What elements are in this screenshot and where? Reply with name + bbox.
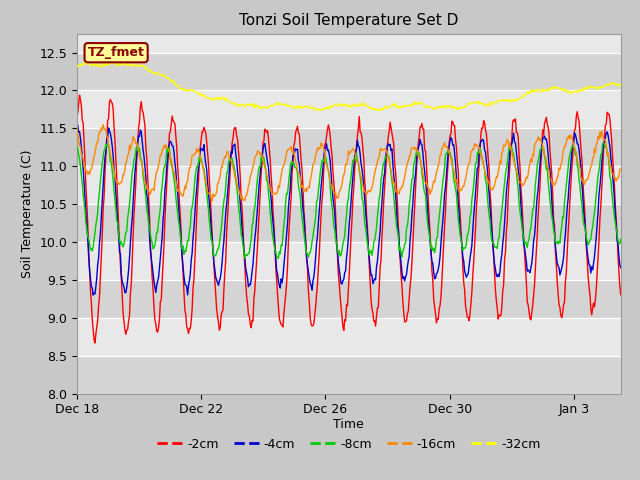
Bar	[77, 128, 621, 166]
Bar	[77, 204, 621, 242]
Title: Tonzi Soil Temperature Set D: Tonzi Soil Temperature Set D	[239, 13, 458, 28]
Bar	[77, 280, 621, 318]
Bar	[77, 356, 621, 394]
Y-axis label: Soil Temperature (C): Soil Temperature (C)	[20, 149, 34, 278]
X-axis label: Time: Time	[333, 418, 364, 431]
Text: TZ_fmet: TZ_fmet	[88, 46, 145, 59]
Bar	[77, 52, 621, 90]
Legend: -2cm, -4cm, -8cm, -16cm, -32cm: -2cm, -4cm, -8cm, -16cm, -32cm	[152, 433, 545, 456]
